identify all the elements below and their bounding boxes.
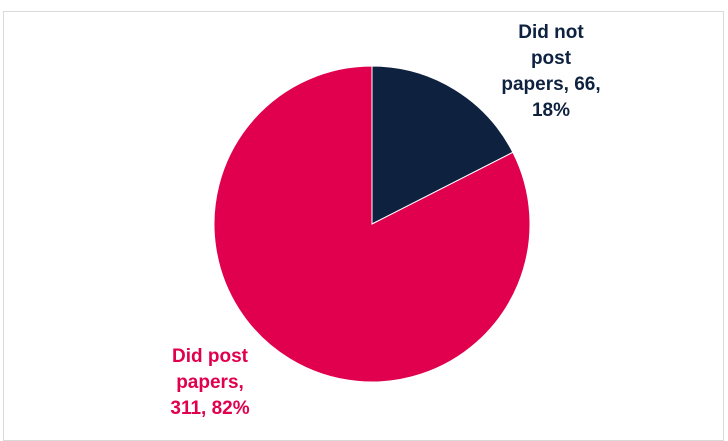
label-line: papers, 66, [501, 74, 601, 95]
label-line: 311, 82% [170, 398, 250, 419]
label-line: Did not [518, 22, 584, 43]
pie-slice-did-not-post-papers [371, 65, 514, 225]
label-line: post [530, 48, 572, 69]
label-line: Did post [172, 346, 248, 367]
pie-slices [213, 65, 531, 383]
chart-frame: Did not post papers, 66, 18% Did post pa… [3, 11, 724, 441]
pie-slice-did-post-papers [213, 65, 531, 383]
pie-chart [213, 65, 531, 383]
label-line: 18% [531, 100, 571, 121]
slice-label-did-post: Did post papers, 311, 82% [150, 344, 270, 422]
slice-label-did-not-post: Did not post papers, 66, 18% [496, 20, 606, 124]
label-line: papers, [176, 372, 244, 393]
